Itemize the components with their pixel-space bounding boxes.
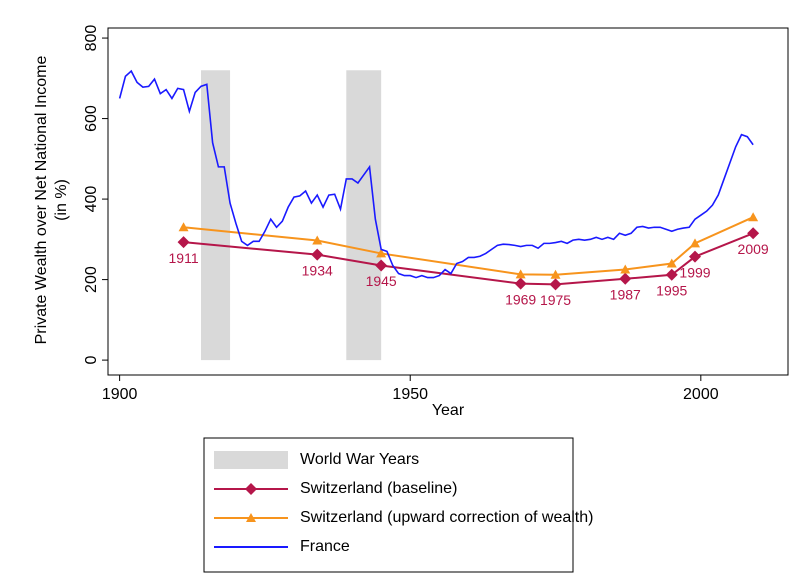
- point-label: 1969: [505, 291, 536, 307]
- point-marker: [619, 272, 632, 285]
- point-marker: [748, 212, 759, 222]
- x-tick-label: 2000: [683, 386, 719, 403]
- y-tick-label: 600: [83, 105, 100, 132]
- point-label: 1945: [366, 273, 397, 289]
- point-label: 1934: [302, 262, 333, 278]
- legend-swatch: [214, 451, 288, 469]
- x-axis-label: Year: [432, 402, 465, 419]
- plot-frame: [107, 27, 789, 376]
- point-marker: [549, 278, 562, 291]
- point-label: 1995: [656, 282, 687, 298]
- point-marker: [620, 264, 631, 274]
- series-line: [183, 232, 754, 286]
- legend-marker: [245, 483, 257, 495]
- war-shade: [200, 70, 231, 361]
- legend-label: Switzerland (baseline): [300, 480, 457, 497]
- legend-label: World War Years: [300, 451, 419, 468]
- point-label: 1999: [679, 264, 710, 280]
- point-marker: [312, 235, 323, 245]
- legend-marker: [246, 513, 256, 522]
- point-label: 1911: [169, 250, 199, 266]
- point-label: 1987: [610, 286, 641, 302]
- point-marker: [666, 258, 677, 268]
- point-marker: [376, 248, 387, 258]
- war-shade: [346, 70, 382, 361]
- point-marker: [178, 222, 189, 232]
- point-marker: [690, 238, 701, 248]
- point-marker: [514, 277, 527, 290]
- point-marker: [665, 268, 678, 281]
- x-tick-label: 1900: [102, 386, 138, 403]
- point-marker: [177, 236, 190, 249]
- legend-label: Switzerland (upward correction of wealth…: [300, 509, 593, 526]
- point-marker: [515, 269, 526, 279]
- point-marker: [311, 248, 324, 261]
- y-tick-label: 0: [83, 356, 100, 365]
- point-marker: [550, 269, 561, 279]
- series-line: [118, 69, 754, 279]
- legend-label: France: [300, 538, 350, 555]
- point-label: 2009: [738, 241, 769, 257]
- point-marker: [375, 259, 388, 272]
- y-axis-label: (in %): [53, 179, 70, 221]
- point-label: 1975: [540, 292, 571, 308]
- point-marker: [689, 250, 702, 263]
- y-axis-label: Private Wealth over Net National Income: [33, 56, 50, 345]
- y-tick-label: 200: [83, 266, 100, 293]
- y-tick-label: 400: [83, 186, 100, 213]
- y-tick-label: 800: [83, 25, 100, 52]
- x-tick-label: 1950: [392, 386, 428, 403]
- point-marker: [747, 227, 760, 240]
